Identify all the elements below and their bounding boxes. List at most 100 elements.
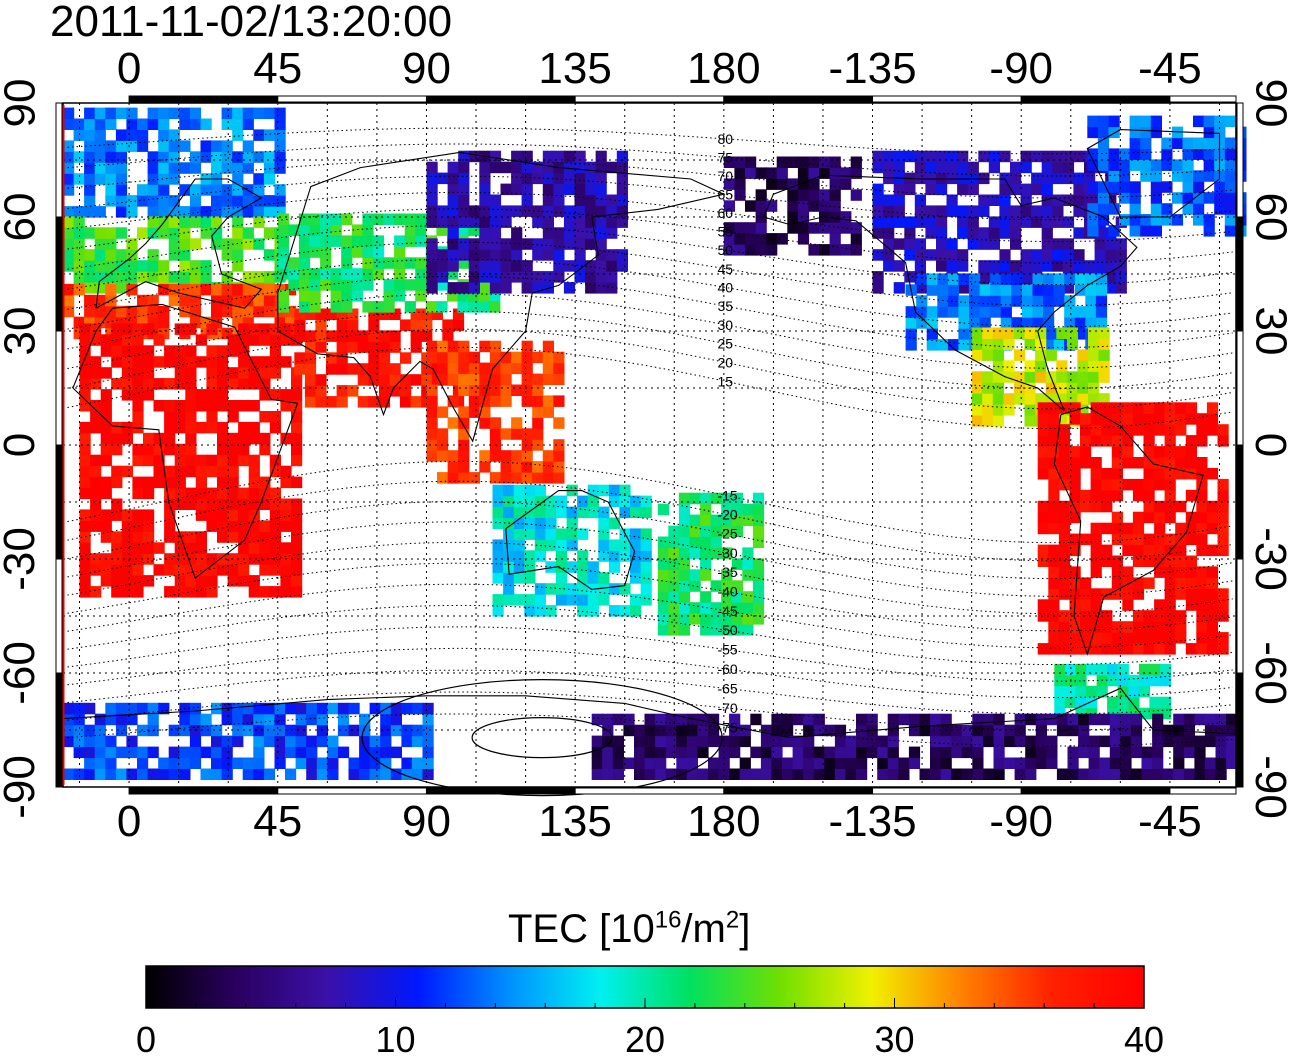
tec-cell [164,531,176,543]
tec-cell [269,421,281,434]
tec-cell [242,702,254,715]
tec-cell [79,345,91,357]
tec-cell [200,768,212,780]
tec-cell [700,503,712,516]
tec-cell [1143,500,1155,513]
tec-cell [269,542,281,554]
tec-cell [990,306,1002,318]
tec-cell [1117,696,1129,709]
tec-cell [792,746,804,759]
tec-cell [1111,588,1123,600]
tec-cell [274,107,286,120]
tec-cell [1206,511,1219,524]
x-tick-label-bottom: -90 [989,797,1054,846]
tec-cell [721,525,733,538]
tec-cell [1087,181,1099,193]
contour-line [62,480,1233,562]
tec-cell [1122,446,1134,458]
tec-cell [291,389,303,401]
tec-cell [263,162,276,174]
tec-cell [221,238,233,250]
tec-cell [1101,413,1113,425]
tec-cell [383,213,395,225]
tec-cell [904,238,916,250]
y-tick-label-left: -60 [0,641,44,705]
tec-cell [217,421,229,434]
tec-cell [1132,489,1145,502]
tec-cell [532,238,544,250]
tec-cell [665,735,677,748]
tec-cell [752,580,765,592]
tec-cell [291,509,303,521]
tec-cell [608,495,621,508]
tec-cell [1193,115,1205,128]
tec-cell [248,323,260,335]
tec-cell [893,238,905,250]
tec-cell [320,268,332,280]
tec-cell [1037,424,1049,436]
tec-cell [787,211,799,223]
tec-cell [105,327,117,340]
tec-cell [595,161,607,174]
tec-cell [1077,349,1089,361]
tec-cell [458,428,470,440]
tec-cell [1206,522,1219,535]
tec-cell [1037,457,1049,469]
tec-cell [734,189,746,201]
tec-cell [348,702,360,715]
tec-cell [595,249,607,261]
tec-cell [195,454,207,467]
tec-cell [500,450,512,462]
tec-cell [238,323,250,335]
tec-cell [1140,126,1152,139]
tec-cell [368,396,380,408]
tec-cell [1056,713,1069,726]
tec-cell [678,591,691,603]
tec-cell [887,713,899,726]
tec-cell [710,514,722,527]
contour-line [62,275,1233,349]
tec-cell [211,316,223,329]
x-tick-label-bottom: -45 [1138,797,1202,846]
tec-cell [147,173,159,185]
tec-cell [90,509,102,521]
tec-cell [153,542,165,554]
tec-cell [999,205,1011,217]
tec-cell [532,271,544,283]
tec-cell [200,746,212,759]
tec-cell [1206,500,1219,513]
tec-cell [1175,468,1187,480]
tec-cell [447,373,459,386]
tec-cell [1037,435,1049,447]
tec-cell [1143,446,1155,458]
tec-cell [511,238,523,250]
tec-cell [1043,306,1055,318]
tec-cell [1011,273,1023,285]
tec-cell [1196,533,1208,546]
tec-cell [511,183,523,196]
y-tick-label-left: 30 [0,306,44,356]
tec-cell [158,151,170,163]
tec-cell [1101,478,1113,491]
tec-cell [1052,260,1064,272]
tec-cell [291,378,303,390]
tec-cell [585,216,597,228]
tec-cell [1154,500,1166,513]
tec-cell [644,768,656,780]
tec-cell [566,594,578,606]
tec-cell [189,746,202,759]
tec-cell [242,151,254,163]
tec-cell [132,334,144,346]
tec-cell [492,550,504,562]
tec-cell [1037,413,1049,425]
tec-cell [1152,757,1164,769]
tec-cell [1097,137,1110,149]
tec-cell [1122,566,1134,578]
tec-cell [971,327,983,339]
tec-cell [1111,413,1123,425]
tec-cell [362,246,374,258]
tec-cell [982,349,994,361]
tec-cell [951,768,963,780]
tec-cell [1143,424,1155,436]
tec-cell [524,550,536,562]
